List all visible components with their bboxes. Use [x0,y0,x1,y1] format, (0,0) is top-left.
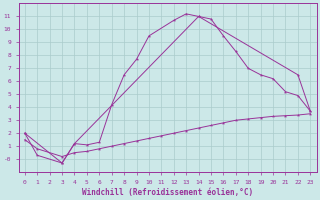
X-axis label: Windchill (Refroidissement éolien,°C): Windchill (Refroidissement éolien,°C) [82,188,253,197]
